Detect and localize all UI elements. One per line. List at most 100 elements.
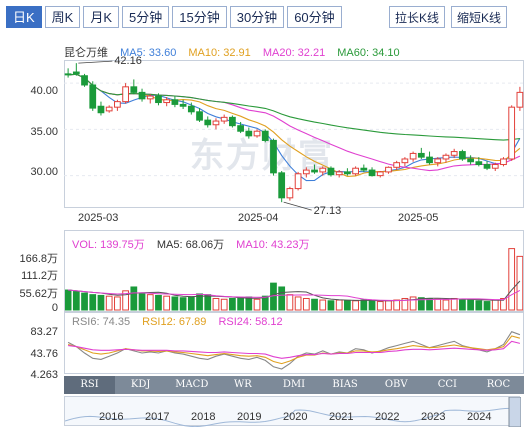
ma60-legend: MA60: 34.10 xyxy=(337,47,400,59)
indicator-tab-wr[interactable]: WR xyxy=(233,379,252,390)
candle-body xyxy=(114,101,121,108)
rsi-chart-panel xyxy=(64,312,524,374)
volume-bar xyxy=(171,296,179,311)
indicator-tab-dmi[interactable]: DMI xyxy=(282,379,306,390)
volume-bar xyxy=(319,299,327,311)
tab-period-4[interactable]: 15分钟 xyxy=(172,6,227,28)
timeline-window-handle[interactable] xyxy=(508,397,521,427)
candle-body xyxy=(311,169,318,173)
rsi24-legend: RSI24: 58.12 xyxy=(218,316,283,328)
tab-period-6[interactable]: 60分钟 xyxy=(287,6,342,28)
indicator-tab-macd[interactable]: MACD xyxy=(175,379,209,390)
candle-body xyxy=(187,105,195,113)
candle-body xyxy=(335,171,343,176)
stretch-kline-button[interactable]: 拉长K线 xyxy=(389,6,446,28)
candle-body xyxy=(409,152,417,160)
indicator-tab-obv[interactable]: OBV xyxy=(384,379,408,390)
candle-body xyxy=(122,86,129,103)
vol-tick-0: 166.8万 xyxy=(19,253,58,265)
timeline-year-2018: 2018 xyxy=(191,411,216,423)
volume-bar xyxy=(81,292,88,311)
tab-period-2[interactable]: 月K xyxy=(83,6,120,28)
candle-body xyxy=(146,95,154,100)
candle-body xyxy=(483,164,491,169)
volume-legend: VOL: 139.75万 MA5: 68.06万 MA10: 43.23万 xyxy=(72,236,319,252)
volume-bar xyxy=(89,294,97,311)
price-tick-40: 40.00 xyxy=(30,85,58,97)
volume-bar xyxy=(475,300,483,311)
volume-bar xyxy=(122,290,129,311)
candle-body xyxy=(368,169,376,177)
candle-body xyxy=(459,151,466,160)
volume-bar xyxy=(253,298,261,311)
ma10-legend: MA10: 32.91 xyxy=(188,47,251,59)
candle-body xyxy=(319,167,327,173)
candle-body xyxy=(286,188,294,199)
volume-bar xyxy=(417,297,425,311)
rsi6-line xyxy=(67,331,521,370)
volume-bar xyxy=(311,298,318,311)
timeline-year-2023: 2023 xyxy=(421,411,446,423)
low-label: 27.13 xyxy=(314,205,342,217)
candle-body xyxy=(212,120,220,126)
stock-name: 昆仑万维 xyxy=(64,47,108,59)
rsi12-line xyxy=(67,335,521,365)
rsi-tick-2: 4.263 xyxy=(30,369,58,381)
indicator-tab-cci[interactable]: CCI xyxy=(437,379,457,390)
price-chart-panel xyxy=(64,60,524,208)
candle-body xyxy=(450,151,458,156)
candle-body xyxy=(261,130,269,141)
ma60-line xyxy=(68,73,520,141)
candle-body xyxy=(434,158,442,164)
tab-period-3[interactable]: 5分钟 xyxy=(122,6,170,28)
indicator-tab-kdj[interactable]: KDJ xyxy=(130,379,151,390)
candle-body xyxy=(426,156,433,164)
volume-bar xyxy=(146,294,154,311)
timeline-year-2024: 2024 xyxy=(467,411,492,423)
volume-chart-panel xyxy=(64,230,524,312)
candle-body xyxy=(270,139,277,174)
candle-body xyxy=(302,169,310,175)
price-tick-35: 35.00 xyxy=(30,126,58,138)
volume-bar xyxy=(114,296,121,311)
candle-body xyxy=(237,125,244,132)
tab-period-5[interactable]: 30分钟 xyxy=(229,6,285,28)
candle-body xyxy=(97,105,105,114)
indicator-tab-rsi[interactable]: RSI xyxy=(64,376,116,394)
candle-body xyxy=(179,103,187,107)
candle-body xyxy=(401,158,409,164)
price-tick-30: 30.00 xyxy=(30,166,58,178)
indicator-tab-roc[interactable]: ROC xyxy=(486,379,511,390)
vol-legend: VOL: 139.75万 xyxy=(72,239,145,251)
ma-legend: 昆仑万维 MA5: 33.60 MA10: 32.91 MA20: 32.21 … xyxy=(64,44,409,60)
volume-bar xyxy=(401,297,409,311)
volume-bar xyxy=(220,298,228,311)
volume-bar xyxy=(105,295,113,311)
candle-body xyxy=(105,106,113,112)
rsi-tick-0: 83.27 xyxy=(30,326,58,338)
volume-bar xyxy=(500,297,507,311)
shrink-kline-button[interactable]: 缩短K线 xyxy=(451,6,508,28)
candle-body xyxy=(508,106,516,160)
candle-body xyxy=(171,99,179,105)
volume-ma10-line xyxy=(68,289,521,302)
high-marker-line xyxy=(78,60,113,64)
volume-bar xyxy=(442,299,450,311)
candle-body xyxy=(294,173,302,190)
candle-body xyxy=(352,167,359,175)
tab-period-0[interactable]: 日K xyxy=(6,6,42,28)
candle-body xyxy=(130,86,138,93)
timeline-year-2016: 2016 xyxy=(99,411,124,423)
volume-bar xyxy=(508,248,516,311)
vol-tick-3: 0 xyxy=(51,302,58,314)
candle-body xyxy=(278,172,286,199)
timeline-navigator[interactable]: 2016 2017 2018 2019 2020 2021 2022 2023 2024 xyxy=(64,396,521,427)
candle-body xyxy=(467,158,474,163)
candle-body xyxy=(196,111,203,121)
volume-bar xyxy=(212,297,220,311)
candle-body xyxy=(385,166,392,173)
tab-period-1[interactable]: 周K xyxy=(44,6,81,28)
low-marker-line xyxy=(283,201,312,211)
volume-bar xyxy=(261,295,269,311)
indicator-tab-bias[interactable]: BIAS xyxy=(332,379,358,390)
